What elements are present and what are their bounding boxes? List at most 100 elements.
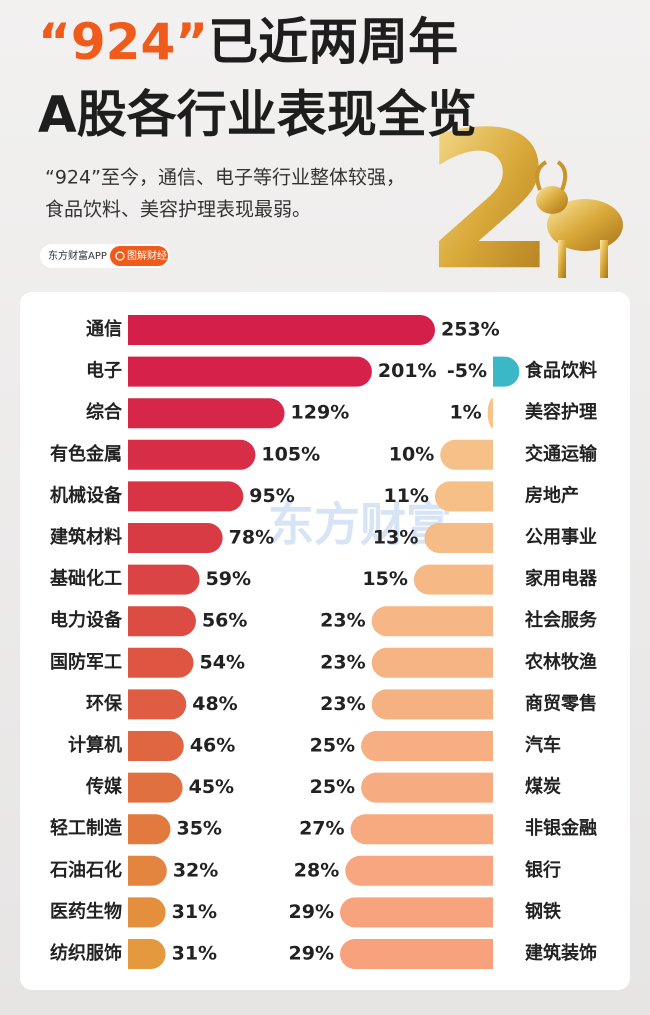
search-icon (115, 251, 125, 261)
bar (340, 939, 493, 969)
category-label: 计算机 (68, 734, 122, 756)
category-label: 石油石化 (49, 859, 122, 881)
value-label: 1% (449, 402, 481, 424)
value-label: 25% (310, 735, 355, 757)
bar (128, 315, 435, 345)
value-label: 253% (441, 319, 500, 341)
category-label: 商贸零售 (525, 692, 597, 714)
bar (361, 731, 493, 761)
bar (128, 647, 194, 678)
category-label: 电子 (86, 360, 122, 382)
category-label: 银行 (525, 859, 561, 881)
value-label: 15% (362, 568, 407, 590)
category-label: 房地产 (525, 484, 579, 506)
value-label: 10% (389, 443, 434, 465)
title-rest: 已近两周年 (208, 13, 458, 71)
title-highlight: “924” (38, 13, 208, 71)
value-label: 28% (294, 859, 339, 881)
bar (413, 564, 493, 595)
value-label: 29% (289, 901, 334, 923)
value-label: 35% (176, 818, 221, 840)
category-label: 通信 (86, 318, 122, 340)
category-label: 农林牧渔 (524, 651, 597, 673)
value-label: 23% (320, 651, 365, 673)
value-label: -5% (447, 360, 487, 382)
category-label: 煤炭 (525, 776, 561, 798)
bar (424, 523, 493, 553)
badge-tag-bg (110, 246, 168, 266)
category-label: 机械设备 (50, 484, 123, 506)
bar (371, 647, 493, 678)
bar (128, 523, 223, 553)
subtitle: “924”至今，通信、电子等行业整体较强， (45, 167, 405, 189)
category-label: 非银金融 (525, 817, 597, 839)
value-label: 23% (320, 693, 365, 715)
bar (128, 689, 187, 720)
bar (434, 481, 493, 512)
bar (128, 564, 200, 595)
title: “924”已近两周年 (38, 13, 458, 71)
value-label: 27% (299, 818, 344, 840)
bar (128, 897, 166, 928)
value-label: 59% (206, 568, 251, 590)
bull-decor (535, 160, 623, 278)
category-label: 有色金属 (50, 443, 122, 465)
category-label: 家用电器 (525, 568, 598, 590)
value-label: 78% (229, 527, 274, 549)
bar (128, 855, 167, 886)
bar (350, 814, 493, 845)
value-label: 11% (383, 485, 428, 507)
chart-card (20, 292, 630, 990)
bar (361, 772, 493, 803)
bar (128, 814, 171, 845)
category-label: 社会服务 (525, 609, 598, 631)
category-label: 医药生物 (50, 900, 122, 922)
bar (371, 689, 493, 720)
bar (493, 356, 520, 387)
bars: 通信 253% 电子 201% 综合 129% 有色金属 105% 机械设备 95% 建筑材料 78%… (49, 315, 598, 969)
value-label: 23% (320, 610, 365, 632)
bar (128, 398, 285, 429)
category-label: 食品饮料 (524, 360, 597, 382)
value-label: 45% (189, 776, 234, 798)
value-label: 48% (192, 693, 237, 715)
category-label: 传媒 (85, 776, 123, 798)
value-label: 32% (173, 859, 218, 881)
value-label: 13% (373, 527, 418, 549)
value-label: 31% (172, 901, 217, 923)
badge-source: 东方财富APP (48, 249, 107, 262)
category-label: 综合 (86, 401, 123, 423)
category-label: 电力设备 (50, 609, 123, 631)
value-label: 29% (289, 943, 334, 965)
bar (340, 897, 493, 928)
category-label: 建筑材料 (50, 526, 122, 548)
bar (128, 731, 184, 761)
bar (371, 606, 493, 637)
bar (440, 439, 493, 470)
value-label: 95% (249, 485, 294, 507)
category-label: 汽车 (525, 734, 561, 756)
bar (128, 772, 183, 803)
bar (128, 439, 256, 470)
category-label: 建筑装饰 (525, 942, 597, 964)
value-label: 31% (172, 943, 217, 965)
value-label: 54% (200, 651, 245, 673)
value-label: 105% (261, 443, 320, 465)
category-label: 国防军工 (50, 651, 122, 673)
bar (487, 398, 493, 429)
subtitle: 食品饮料、美容护理表现最弱。 (45, 199, 311, 221)
value-label: 129% (291, 402, 350, 424)
decor-number: 2 (424, 91, 556, 312)
category-label: 基础化工 (49, 568, 122, 590)
bar (128, 939, 166, 969)
value-label: 25% (310, 776, 355, 798)
value-label: 201% (378, 360, 437, 382)
category-label: 钢铁 (525, 900, 561, 922)
category-label: 纺织服饰 (50, 942, 122, 964)
bar (128, 356, 372, 387)
title-line2: A股各行业表现全览 (38, 86, 477, 144)
category-label: 公用事业 (525, 526, 597, 548)
watermark: 东方财富 (268, 498, 452, 552)
value-label: 56% (202, 610, 247, 632)
